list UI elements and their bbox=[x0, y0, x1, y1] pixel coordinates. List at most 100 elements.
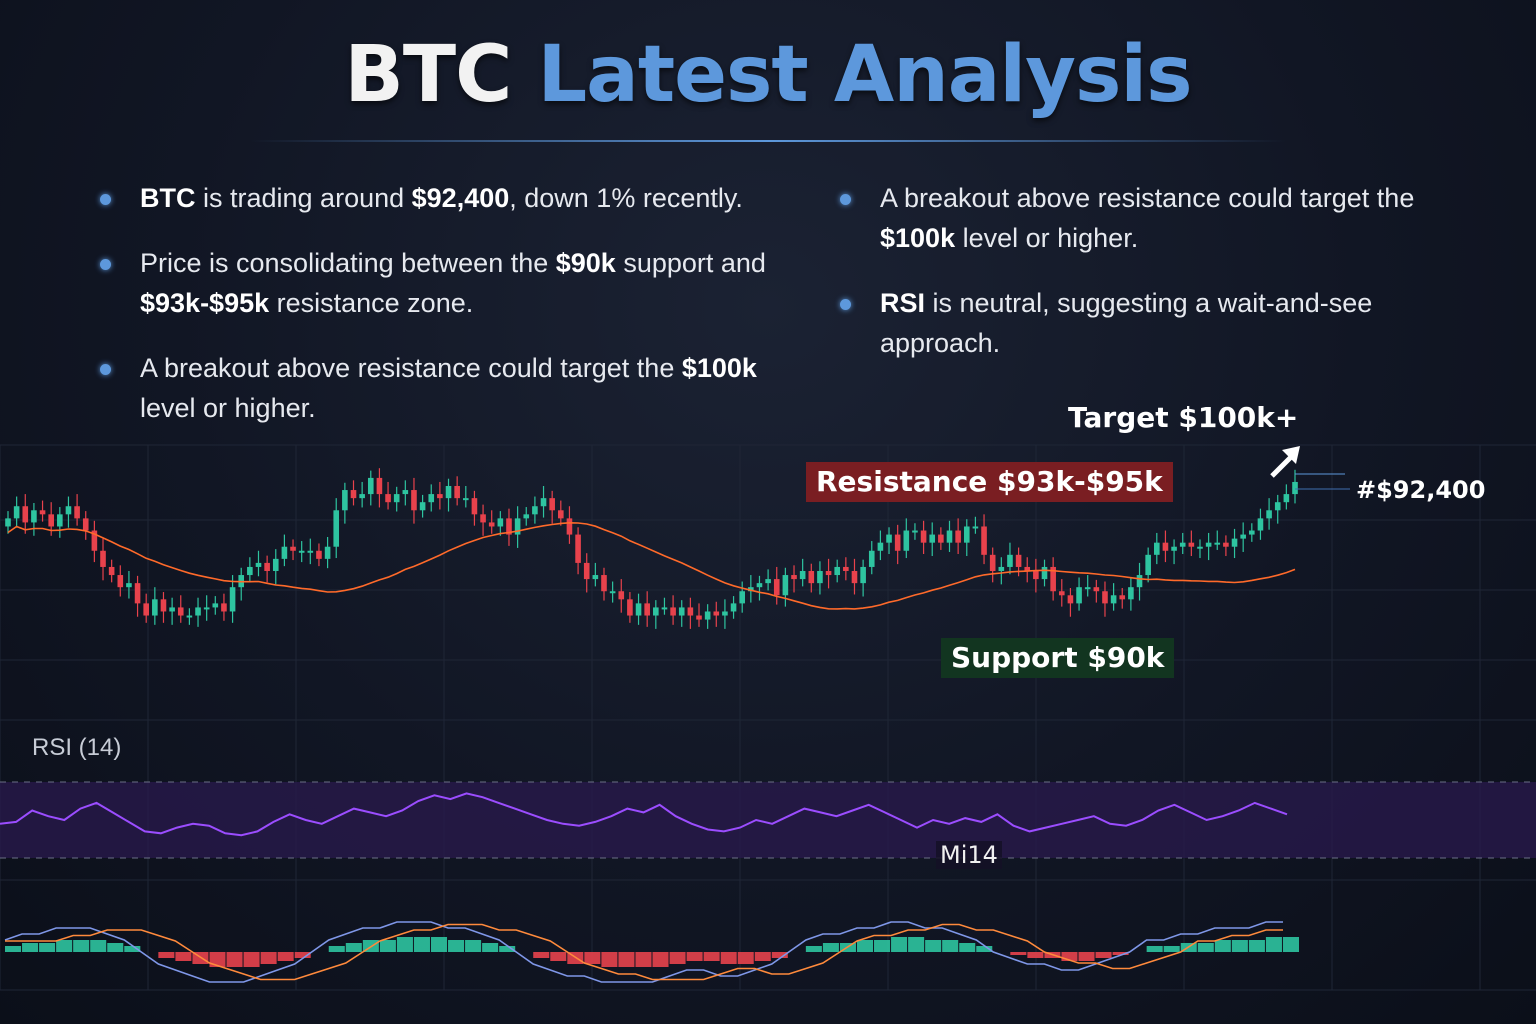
candle-body bbox=[428, 494, 435, 503]
candle-body bbox=[5, 518, 11, 527]
candle-body bbox=[661, 607, 668, 610]
candle-body bbox=[298, 550, 305, 553]
macd-histogram-bar bbox=[430, 937, 448, 952]
candle-body bbox=[1214, 542, 1221, 545]
candle-body bbox=[696, 615, 702, 620]
candle-body bbox=[946, 530, 953, 543]
rsi-band bbox=[0, 782, 1536, 858]
candle-body bbox=[1240, 534, 1246, 539]
candle-body bbox=[618, 591, 625, 600]
bullet-list-left: BTC is trading around $92,400, down 1% r… bbox=[100, 178, 800, 453]
candle-body bbox=[929, 534, 936, 543]
candle-body bbox=[203, 607, 210, 610]
macd-histogram-bar bbox=[175, 952, 192, 961]
candle-body bbox=[1179, 542, 1186, 547]
candle-body bbox=[549, 498, 555, 511]
macd-histogram-bar bbox=[56, 940, 73, 952]
candle-body bbox=[825, 571, 832, 576]
macd-histogram-bar bbox=[754, 952, 771, 961]
bullet-text: level or higher. bbox=[140, 393, 316, 423]
bullet-item: Price is consolidating between the $90k … bbox=[100, 243, 800, 323]
macd-histogram-bar bbox=[669, 952, 686, 964]
candle-body bbox=[877, 542, 884, 551]
bullet-item: RSI is neutral, suggesting a wait-and-se… bbox=[840, 283, 1420, 363]
candle-body bbox=[1084, 587, 1091, 590]
macd-histogram-bar bbox=[720, 952, 737, 964]
macd-histogram-bar bbox=[226, 952, 243, 967]
macd-histogram-bar bbox=[243, 952, 260, 967]
rsi-label: RSI (14) bbox=[32, 734, 122, 761]
candle-body bbox=[462, 498, 469, 501]
candle-body bbox=[851, 571, 858, 584]
candle-body bbox=[799, 571, 806, 580]
macd-histogram-bar bbox=[107, 943, 124, 952]
candle-body bbox=[1171, 546, 1177, 551]
candle-body bbox=[342, 490, 348, 511]
candle-body bbox=[1257, 518, 1264, 531]
candle-body bbox=[1188, 542, 1195, 547]
candle-body bbox=[506, 518, 512, 535]
macd-histogram-bar bbox=[482, 943, 499, 952]
macd-histogram-bar bbox=[499, 946, 516, 952]
candle-body bbox=[860, 566, 866, 584]
candle-body bbox=[186, 615, 193, 618]
candle-body bbox=[333, 510, 340, 547]
candle-body bbox=[981, 526, 987, 555]
candle-body bbox=[74, 506, 80, 519]
candle-body bbox=[152, 599, 158, 616]
candle-body bbox=[39, 510, 46, 515]
candle-body bbox=[635, 603, 642, 616]
candle-body bbox=[756, 583, 763, 588]
macd-histogram-bar bbox=[550, 952, 567, 961]
candle-body bbox=[575, 534, 581, 563]
candle-body bbox=[57, 514, 63, 527]
candle-body bbox=[955, 530, 961, 543]
candle-body bbox=[1231, 538, 1238, 547]
candle-body bbox=[402, 490, 409, 495]
macd-histogram-bar bbox=[5, 946, 22, 952]
candle-body bbox=[972, 526, 979, 529]
candle-body bbox=[229, 587, 236, 612]
resistance-label: Resistance $93k-$95k bbox=[806, 462, 1173, 502]
macd-signal-line bbox=[5, 923, 1283, 981]
bullet-text: , down 1% recently. bbox=[509, 183, 743, 213]
candle-body bbox=[195, 607, 201, 616]
candle-body bbox=[989, 554, 996, 571]
candle-body bbox=[843, 566, 849, 571]
candle-body bbox=[722, 611, 728, 616]
candle-body bbox=[1266, 510, 1272, 519]
candle-body bbox=[912, 530, 918, 533]
candle-body bbox=[350, 490, 357, 499]
candle-body bbox=[48, 514, 54, 527]
macd-histogram-bar bbox=[379, 940, 396, 952]
macd-histogram-bar bbox=[158, 952, 175, 958]
candle-body bbox=[264, 562, 270, 571]
candle-body bbox=[1128, 587, 1134, 600]
candle-body bbox=[748, 587, 754, 592]
candle-body bbox=[1093, 587, 1100, 592]
bullet-item: A breakout above resistance could target… bbox=[840, 178, 1420, 258]
candle-body bbox=[117, 575, 124, 588]
moving-average-line bbox=[7, 521, 1296, 610]
candle-body bbox=[100, 550, 106, 567]
candle-body bbox=[497, 518, 504, 527]
candle-body bbox=[1197, 546, 1203, 549]
candle-body bbox=[653, 607, 659, 616]
macd-histogram-bar bbox=[976, 946, 993, 952]
candle-body bbox=[143, 603, 150, 616]
candle-body bbox=[1024, 566, 1031, 571]
macd-histogram-bar bbox=[925, 940, 942, 952]
bullet-item: A breakout above resistance could target… bbox=[100, 348, 800, 428]
candle-body bbox=[894, 534, 901, 551]
macd-histogram-bar bbox=[874, 940, 891, 952]
macd-histogram-bar bbox=[1282, 937, 1299, 952]
macd-histogram-bar bbox=[686, 952, 703, 961]
macd-histogram-bar bbox=[942, 940, 959, 952]
bullet-text: support and bbox=[615, 248, 766, 278]
bullet-dot-icon bbox=[840, 194, 851, 205]
candle-body bbox=[627, 599, 633, 616]
candle-body bbox=[868, 550, 875, 567]
candle-body bbox=[1058, 591, 1065, 596]
macd-histogram-bar bbox=[635, 952, 652, 967]
